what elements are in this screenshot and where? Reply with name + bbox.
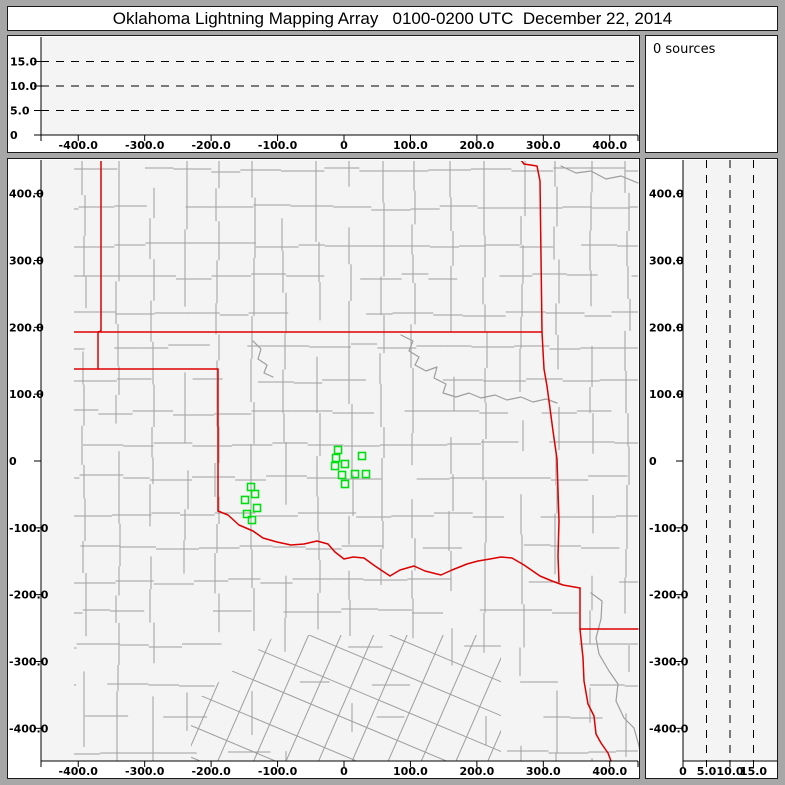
altitude-ns-panel: -400.0 -300.0 -200.0 -100.0 0 100.0 200.0 300.0… (645, 158, 778, 779)
alt-ew-x-label: 0 (340, 139, 348, 152)
river (560, 165, 639, 184)
page-title: Oklahoma Lightning Mapping Array 0100-02… (112, 8, 673, 28)
altitude-ew-panel: 0 5.0 10.0 15.0 -400.0 -300.0 -200.0 -100.0 0 100… (7, 35, 640, 153)
alt-ns-y-label: 400.0 (649, 188, 684, 201)
lma-station-marker (357, 451, 367, 461)
lma-station-marker (350, 469, 360, 479)
altitude-ew-plot: 0 5.0 10.0 15.0 -400.0 -300.0 -200.0 -100.0 0 100… (10, 37, 639, 152)
state-border (217, 510, 581, 589)
county-grid-diagonal (191, 635, 501, 761)
map-layers (74, 161, 639, 762)
alt-ew-y-label: 0 (10, 129, 18, 142)
map-x-label: -400.0 (59, 765, 99, 778)
alt-ns-y-label: -300.0 (649, 655, 689, 668)
alt-ns-y-label: 200.0 (649, 321, 684, 334)
alt-ew-x-label: -200.0 (191, 139, 231, 152)
lma-station-marker (331, 453, 341, 463)
alt-ew-x-label: 100.0 (393, 139, 428, 152)
alt-ew-y-label: 15.0 (10, 56, 37, 69)
map-x-label: -100.0 (258, 765, 298, 778)
plan-view-map: -400.0 -300.0 -200.0 -100.0 0 100.0 200.0 300.0… (9, 160, 639, 778)
lma-station-marker (240, 495, 250, 505)
alt-ns-x-label: 0 (679, 765, 687, 778)
map-y-label: 300.0 (9, 255, 44, 268)
alt-ns-y-label: 300.0 (649, 255, 684, 268)
alt-ns-y-label: -200.0 (649, 589, 689, 602)
map-y-label: -100.0 (9, 522, 49, 535)
state-border (579, 628, 612, 762)
map-y-label: -400.0 (9, 722, 49, 735)
map-y-label: 100.0 (9, 388, 44, 401)
state-border (520, 161, 560, 583)
lma-station-marker (340, 459, 350, 469)
alt-ew-plot-area (41, 37, 638, 135)
lma-station-marker (242, 509, 252, 519)
lma-stations (240, 445, 371, 525)
alt-ns-y-label: -100.0 (649, 522, 689, 535)
map-x-label: 100.0 (393, 765, 428, 778)
alt-ew-y-label: 5.0 (10, 105, 30, 118)
alt-ns-x-label: 5.0 (697, 765, 717, 778)
alt-ns-y-label: 0 (649, 455, 657, 468)
window-title-bar: Oklahoma Lightning Mapping Array 0100-02… (7, 6, 778, 31)
lma-station-marker (340, 479, 350, 489)
map-y-label: -200.0 (9, 589, 49, 602)
river (590, 592, 639, 750)
source-count-label: 0 sources (653, 42, 716, 57)
alt-ew-x-label: 300.0 (526, 139, 561, 152)
alt-ew-x-label: -100.0 (258, 139, 298, 152)
lma-station-marker (250, 489, 260, 499)
alt-ew-y-label: 10.0 (10, 80, 37, 93)
alt-ew-x-label: -300.0 (125, 139, 165, 152)
source-count-panel: 0 sources (645, 35, 778, 153)
alt-ns-x-label: 15.0 (740, 765, 767, 778)
alt-ew-x-label: -400.0 (59, 139, 99, 152)
map-y-label: 200.0 (9, 321, 44, 334)
map-x-label: 400.0 (592, 765, 627, 778)
map-x-label: -300.0 (125, 765, 165, 778)
lma-station-marker (337, 470, 347, 480)
lma-station-marker (252, 503, 262, 513)
lma-station-marker (247, 515, 257, 525)
map-x-label: -200.0 (191, 765, 231, 778)
lma-station-marker (330, 461, 340, 471)
river (400, 334, 558, 404)
alt-ew-x-label: 200.0 (459, 139, 494, 152)
lma-station-marker (361, 469, 371, 479)
altitude-ns-plot: -400.0 -300.0 -200.0 -100.0 0 100.0 200.0 300.0… (649, 160, 777, 778)
map-y-label: 400.0 (9, 188, 44, 201)
map-x-label: 0 (340, 765, 348, 778)
alt-ns-y-label: -400.0 (649, 722, 689, 735)
map-x-label: 300.0 (526, 765, 561, 778)
map-y-label: -300.0 (9, 655, 49, 668)
map-y-label: 0 (9, 455, 17, 468)
alt-ew-x-label: 400.0 (592, 139, 627, 152)
alt-ns-x-label: 10.0 (716, 765, 743, 778)
map-x-label: 200.0 (459, 765, 494, 778)
plan-view-map-panel: -400.0 -300.0 -200.0 -100.0 0 100.0 200.0 300.0… (7, 158, 640, 779)
river (252, 340, 274, 378)
alt-ns-y-label: 100.0 (649, 388, 684, 401)
lma-station-marker (333, 445, 343, 455)
